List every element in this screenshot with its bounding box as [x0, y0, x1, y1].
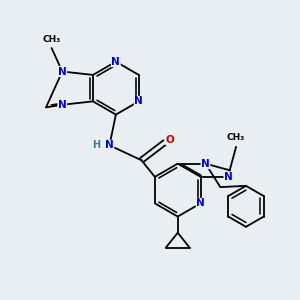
- Text: N: N: [58, 100, 67, 110]
- Text: N: N: [134, 96, 143, 106]
- Text: N: N: [196, 198, 205, 208]
- Text: H: H: [93, 140, 101, 150]
- Text: N: N: [201, 159, 210, 169]
- Text: N: N: [112, 57, 120, 67]
- Text: CH₃: CH₃: [43, 35, 61, 44]
- Text: N: N: [58, 67, 67, 76]
- Text: N: N: [224, 172, 233, 182]
- Text: CH₃: CH₃: [227, 133, 245, 142]
- Text: O: O: [166, 135, 174, 145]
- Text: N: N: [105, 140, 114, 150]
